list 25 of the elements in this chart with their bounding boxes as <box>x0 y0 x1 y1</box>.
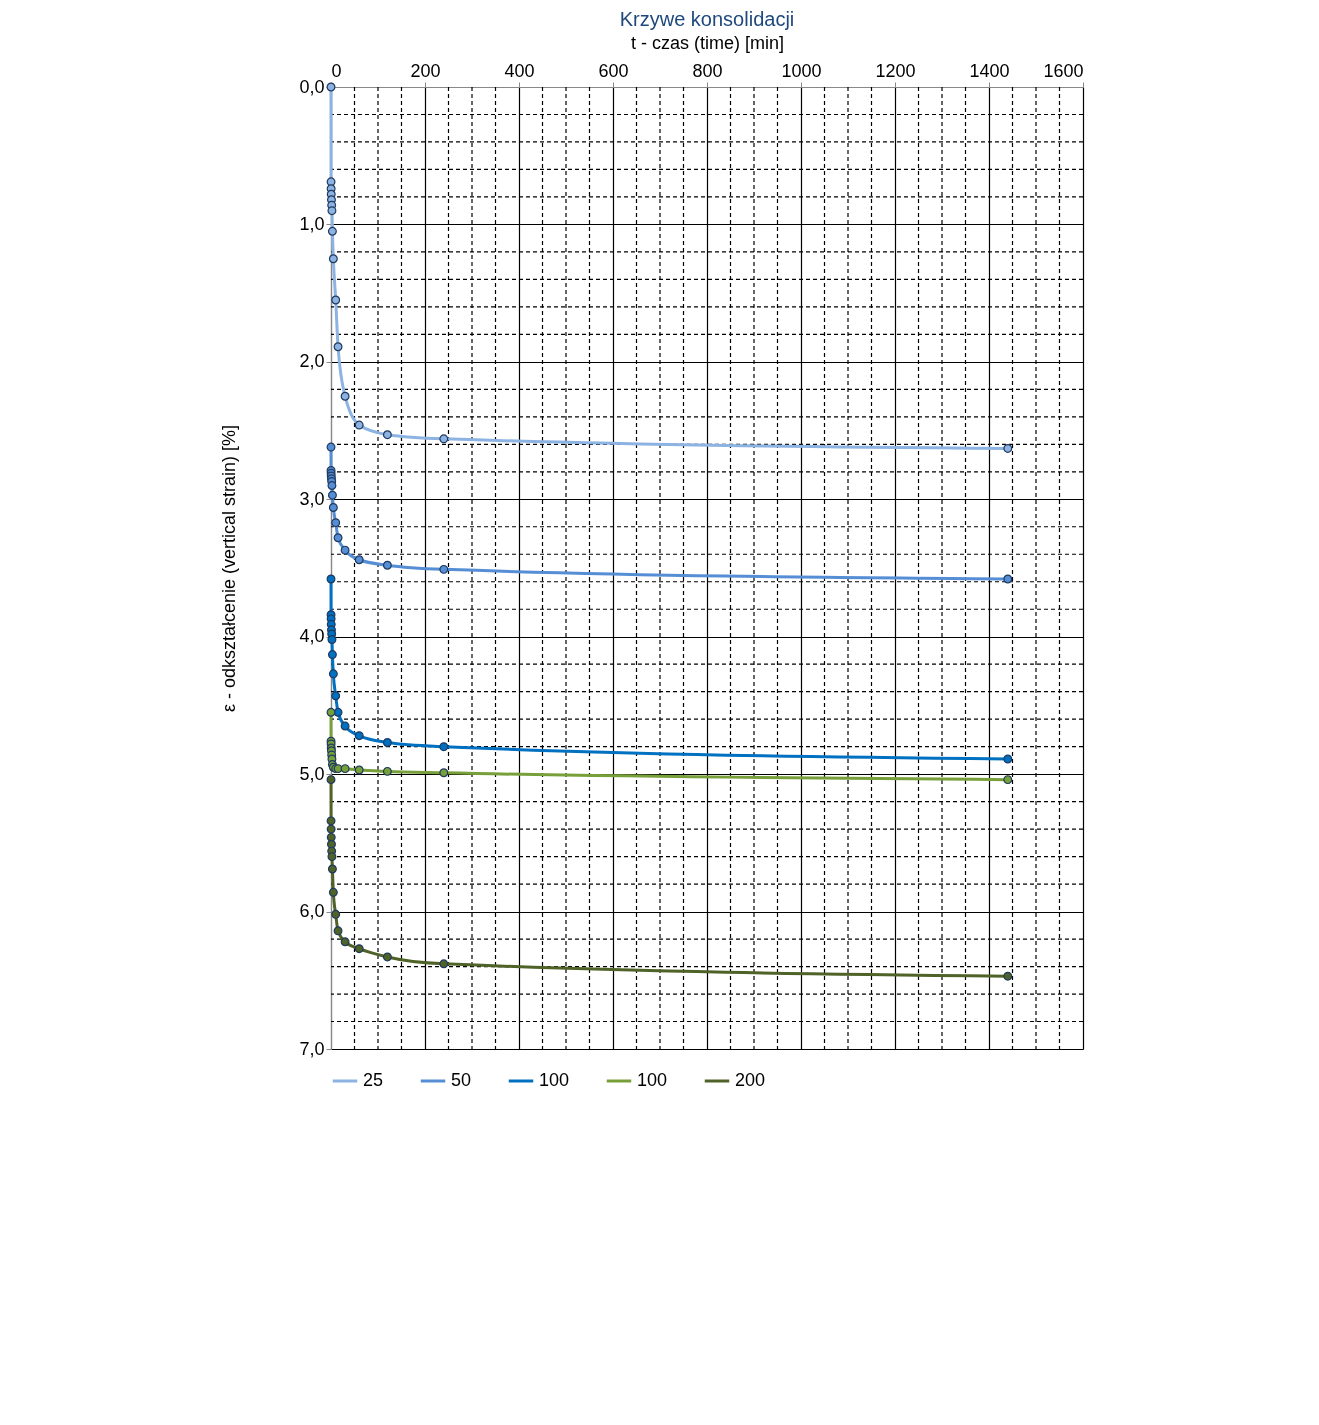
x-tick-label: 400 <box>504 60 535 81</box>
y-axis-title: ε - odkształcenie (vertical strain) [%] <box>219 424 240 713</box>
x-tick-label: 1000 <box>781 60 822 81</box>
y-tick-label: 7,0 <box>299 1038 325 1059</box>
legend-label: 100 <box>637 1070 668 1090</box>
x-axis-title: t - czas (time) [min] <box>630 32 785 53</box>
x-tick-label: 200 <box>410 60 441 81</box>
chart-title: Krzywe konsolidacji <box>619 8 795 30</box>
y-tick-label: 0,0 <box>299 76 325 97</box>
legend-label: 100 <box>539 1070 570 1090</box>
y-tick-label: 1,0 <box>299 213 325 234</box>
y-tick-label: 6,0 <box>299 901 325 922</box>
y-tick-label: 4,0 <box>299 626 325 647</box>
x-tick-label: 0 <box>331 60 342 81</box>
x-tick-label: 800 <box>692 60 723 81</box>
x-tick-label: 1600 <box>1043 60 1084 81</box>
legend-label: 25 <box>363 1070 384 1090</box>
legend-label: 200 <box>735 1070 766 1090</box>
x-tick-label: 1200 <box>875 60 916 81</box>
y-tick-label: 5,0 <box>299 763 325 784</box>
y-tick-label: 3,0 <box>299 488 325 509</box>
x-tick-label: 1400 <box>969 60 1010 81</box>
y-tick-label: 2,0 <box>299 351 325 372</box>
x-tick-label: 600 <box>598 60 629 81</box>
legend-label: 50 <box>451 1070 472 1090</box>
